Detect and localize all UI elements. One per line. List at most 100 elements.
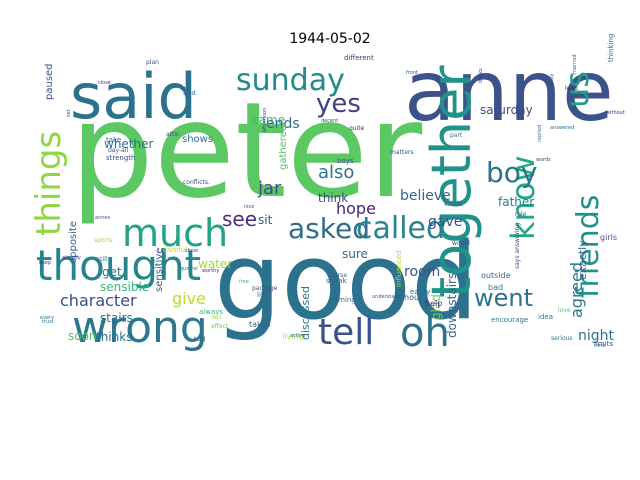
word-coming: coming [330,296,356,304]
word-day-all: day-all [108,147,128,154]
word-worthy: worthy [202,268,219,274]
word-limits: limits [594,340,613,348]
word-gave: gave [428,214,462,230]
word-give: give [172,289,206,308]
word-quite: quite [349,125,365,132]
word-agreed: agreed [567,262,586,318]
word-role: role [515,211,527,218]
word-love: love [558,307,571,314]
word-went: went [474,284,533,312]
word-tell: tell [318,312,374,353]
word-influenced: influenced [395,250,403,287]
word-hope: hope [336,199,376,218]
word-discussed: discussed [299,286,312,340]
chart-title: 1944-05-02 [289,31,371,47]
word-things: things [29,131,69,236]
word-ends: ends [266,116,300,132]
word-time: time [594,343,605,349]
word-night: night [578,328,615,344]
word-oh: oh [400,310,450,356]
word-shows: shows [182,134,213,145]
word-living: living [282,332,304,341]
word-shy: shy [181,86,190,92]
word-see: see [222,207,257,231]
word-answered: answered [550,125,574,131]
word-sunday: sunday [236,63,345,98]
word-attic: attic [166,131,179,138]
word-kinds: kinds [444,200,463,208]
word-idea: idea [538,313,553,321]
word-thinking: thinking [607,34,615,62]
word-takes: takes [249,320,270,329]
word-said: said [70,60,197,133]
word-thought: thought [36,241,201,290]
word-stairs: stairs [100,311,133,325]
word-front: front [406,70,418,76]
word-afternoon: afternoon [262,108,268,132]
word-water: water [198,257,232,271]
word-trust: trust [42,319,54,325]
word-bad: bad [488,283,503,292]
word-together: together [420,65,483,298]
word-annex: annex [95,215,110,221]
word-jar: jar [257,178,282,199]
word-says-answering: says answering [514,222,521,269]
word-package: package [252,285,278,292]
word-would: would [452,240,470,247]
word-also: also [318,162,354,183]
word-believe: believe [400,188,451,204]
word-downstairs: downstairs [445,273,459,338]
word-already: already [62,255,81,261]
word-married: married [572,54,578,74]
word-matters: matters [390,149,414,156]
word-fact: fact [212,315,222,321]
cloud-background [40,52,626,350]
word-nice: nice [244,204,254,210]
word-books: books [478,68,484,83]
word-speak: speak [326,277,348,285]
word-effect: effect [211,323,229,330]
word-close: close [98,80,111,86]
word-wrong: wrong [72,302,208,353]
word-like: like [257,291,269,299]
word-careful: careful [163,246,187,254]
word-easily: easily [410,288,430,296]
word-lead: lead [565,85,578,92]
word-think: think [318,191,348,205]
word-serious: serious [551,335,573,342]
word-soon: soon [68,329,97,343]
word-whether: whether [104,137,153,151]
word-quarrel: quarrel [180,266,198,272]
word-thinks: thinks [96,330,132,344]
word-strength: strength [106,154,135,162]
word-decent: decent [321,118,338,124]
word-conflicts: conflicts. [183,179,210,186]
word-said: said. [183,90,197,97]
word-words: words [536,157,551,163]
word-keep: keep [39,260,51,266]
word-asked: asked [288,212,370,245]
word-understand: understand [372,294,401,300]
word-boy: boy [486,156,537,189]
word-sensible: sensible [100,280,149,294]
word-friends: friends [571,195,606,298]
word-came: came [252,113,285,127]
word-sensitive: sensitive [154,248,165,292]
word-told: told [194,336,206,343]
word-always: always [199,308,223,316]
word-active: active [290,333,305,339]
word-set: set [66,109,72,117]
word-different: different [344,54,374,62]
word-girls: girls [600,233,617,242]
word-without: without [606,110,625,116]
word-character: character [60,291,137,310]
word-free: free [239,279,249,285]
word-seriously: seriously [549,74,555,96]
word-plan: plan [146,59,159,66]
word-exactly: exactly [576,240,589,280]
word-help: help [425,299,442,308]
word-every: every [40,315,54,321]
word-father: father [498,195,534,209]
